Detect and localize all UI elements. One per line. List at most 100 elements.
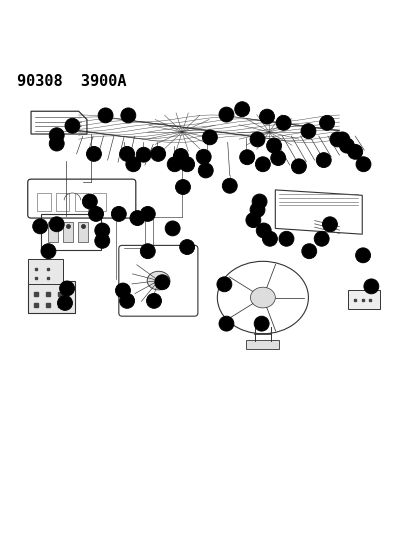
Circle shape [234, 102, 249, 117]
Text: 64: 64 [182, 160, 192, 169]
Text: 36: 36 [142, 209, 152, 219]
Circle shape [119, 147, 134, 161]
Circle shape [322, 217, 337, 232]
Text: 42: 42 [122, 296, 132, 305]
Circle shape [249, 203, 264, 217]
Circle shape [319, 115, 334, 130]
Circle shape [300, 124, 315, 139]
Circle shape [115, 283, 130, 298]
Circle shape [316, 152, 330, 167]
Text: 23: 23 [221, 110, 231, 119]
Circle shape [334, 132, 349, 147]
Text: 12: 12 [350, 147, 359, 156]
FancyBboxPatch shape [347, 289, 379, 309]
Bar [56, 193, 69, 212]
Text: 29: 29 [89, 149, 99, 158]
Bar [78, 222, 88, 242]
Text: 45: 45 [167, 224, 177, 233]
Text: 1: 1 [159, 278, 164, 287]
Circle shape [98, 108, 113, 123]
Text: 2: 2 [103, 111, 108, 120]
Circle shape [65, 118, 80, 133]
Circle shape [95, 223, 109, 238]
Circle shape [140, 206, 155, 221]
Circle shape [245, 213, 260, 228]
Circle shape [202, 130, 217, 145]
Circle shape [252, 194, 266, 209]
Circle shape [167, 157, 182, 172]
Text: 48: 48 [221, 319, 231, 328]
Circle shape [173, 149, 188, 164]
Circle shape [49, 136, 64, 151]
Text: 46: 46 [142, 247, 152, 256]
Circle shape [33, 219, 47, 234]
Text: 47: 47 [182, 243, 192, 252]
Bar [37, 193, 50, 212]
Bar [93, 193, 106, 212]
Text: 8: 8 [305, 127, 310, 135]
Text: 33: 33 [91, 209, 101, 219]
Circle shape [262, 231, 277, 246]
Circle shape [136, 147, 151, 162]
Circle shape [179, 240, 194, 254]
Text: 39: 39 [324, 220, 334, 229]
Circle shape [301, 244, 316, 259]
Text: 20: 20 [242, 152, 252, 161]
Text: 67: 67 [366, 282, 375, 291]
Circle shape [150, 147, 165, 161]
Circle shape [146, 293, 161, 308]
Text: 30: 30 [198, 152, 208, 161]
Bar [48, 222, 58, 242]
Circle shape [82, 194, 97, 209]
Text: 59: 59 [200, 166, 210, 175]
Circle shape [198, 163, 213, 178]
Text: 16: 16 [224, 181, 234, 190]
Text: 26: 26 [153, 149, 163, 158]
Text: 41: 41 [118, 286, 128, 295]
Text: 36: 36 [248, 216, 258, 224]
Text: 38: 38 [252, 205, 262, 214]
Text: 62: 62 [304, 247, 313, 256]
Circle shape [86, 147, 101, 161]
Circle shape [313, 231, 328, 246]
Circle shape [363, 279, 378, 294]
Text: 54: 54 [97, 226, 107, 235]
Text: 15: 15 [318, 156, 328, 165]
Text: 18: 18 [294, 162, 303, 171]
Circle shape [339, 138, 354, 153]
Text: 58: 58 [52, 139, 62, 148]
Text: 14: 14 [337, 135, 347, 144]
Text: 6: 6 [264, 112, 269, 121]
Text: 37: 37 [178, 182, 188, 191]
Circle shape [154, 275, 169, 289]
Text: 32: 32 [85, 197, 95, 206]
Text: 34: 34 [114, 209, 123, 219]
Circle shape [130, 211, 145, 225]
Text: 53: 53 [97, 236, 107, 245]
Circle shape [275, 115, 290, 130]
Circle shape [59, 281, 74, 296]
Circle shape [41, 244, 56, 259]
Text: 44: 44 [219, 280, 229, 289]
Circle shape [355, 248, 370, 263]
Circle shape [218, 316, 233, 331]
Text: 60: 60 [254, 197, 264, 206]
Circle shape [179, 157, 194, 172]
Text: 50: 50 [60, 298, 70, 308]
Text: 13: 13 [358, 160, 368, 169]
Text: 11: 11 [342, 141, 351, 150]
Text: 21: 21 [269, 141, 278, 150]
Text: 52: 52 [43, 247, 53, 256]
Text: 35: 35 [132, 214, 142, 223]
Circle shape [266, 138, 281, 153]
Text: 66: 66 [256, 319, 266, 328]
Text: 24: 24 [204, 133, 214, 142]
Text: 25: 25 [176, 151, 185, 160]
Text: 9: 9 [324, 118, 329, 127]
Circle shape [249, 132, 264, 147]
Circle shape [57, 295, 72, 310]
Text: 22: 22 [252, 135, 261, 144]
Text: 31: 31 [128, 160, 138, 169]
Ellipse shape [250, 287, 275, 308]
Text: 28: 28 [122, 149, 131, 158]
